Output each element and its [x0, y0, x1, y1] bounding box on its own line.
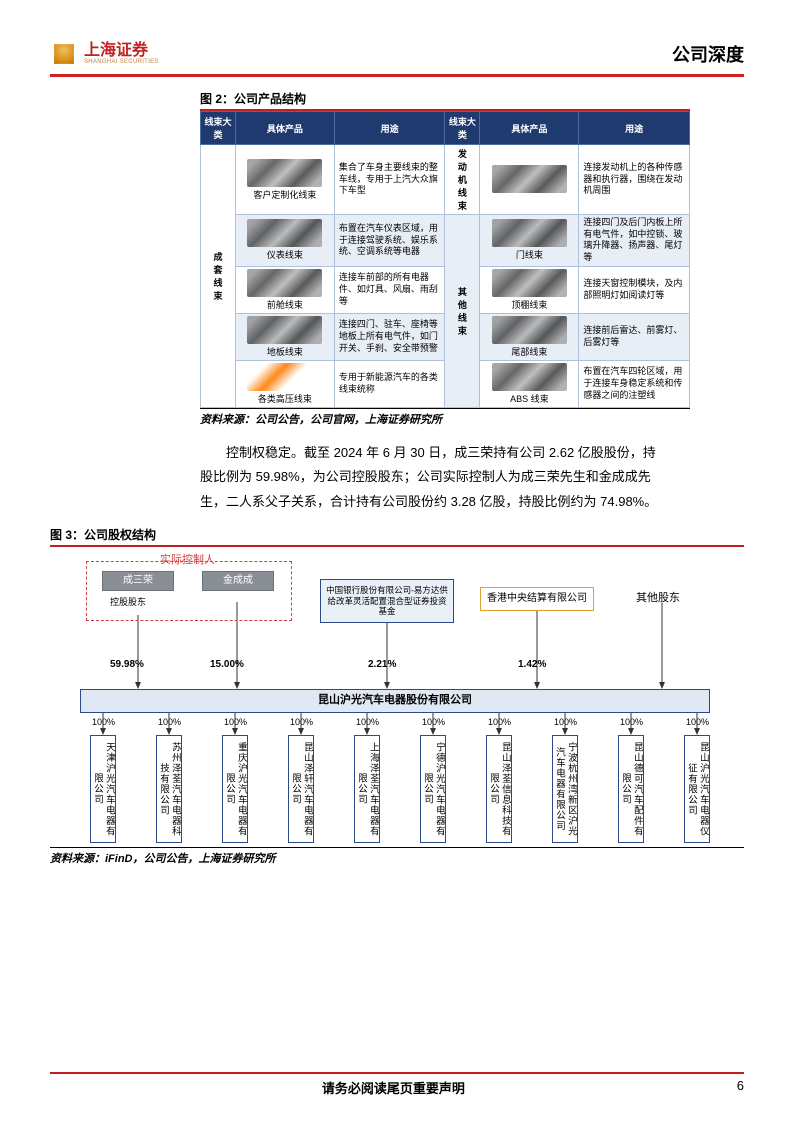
person-1: 成三荣: [102, 571, 174, 591]
subsidiary: 重庆沪光汽车电器有限公司: [222, 735, 248, 843]
product-table: 线束大类 具体产品 用途 线束大类 具体产品 用途 成套线束客户定制化线束集合了…: [200, 111, 690, 408]
shareholder-hk: 香港中央结算有限公司: [480, 587, 594, 611]
org-chart: 实际控制人 成三荣 控股股东 金成成 中国银行股份有限公司-易方达供给改革灵活配…: [50, 547, 744, 847]
cat-left: 成套线束: [201, 145, 236, 408]
pct-3: 1.42%: [518, 659, 546, 670]
page-footer: 请务必阅读尾页重要声明 6: [50, 1072, 744, 1097]
pct-1: 15.00%: [210, 659, 244, 670]
subsidiary: 宁德沪光汽车电器有限公司: [420, 735, 446, 843]
person-2: 金成成: [202, 571, 274, 591]
subsidiary: 昆山泽荃信息科技有限公司: [486, 735, 512, 843]
body-paragraph: 控制权稳定。截至 2024 年 6 月 30 日，成三荣持有公司 2.62 亿股…: [200, 441, 664, 515]
table-header-row: 线束大类 具体产品 用途 线束大类 具体产品 用途: [201, 112, 690, 145]
logo: 上海证券 SHANGHAI SECURITIES: [50, 40, 159, 68]
logo-icon: [44, 34, 84, 74]
logo-cn: 上海证券: [84, 43, 159, 59]
figure-3-title: 图 3：公司股权结构: [50, 523, 744, 547]
sub-pct: 100%: [620, 717, 643, 727]
logo-en: SHANGHAI SECURITIES: [84, 59, 159, 65]
sub-pct: 100%: [290, 717, 313, 727]
pct-0: 59.98%: [110, 659, 144, 670]
subsidiary: 昆山沪光汽车电器仪征有限公司: [684, 735, 710, 843]
sub-pct: 100%: [488, 717, 511, 727]
figure-2-title: 图 2：公司产品结构: [200, 87, 690, 111]
subsidiary: 宁波杭州湾新区沪光汽车电器有限公司: [552, 735, 578, 843]
subsidiary: 上海泽荃汽车电器有限公司: [354, 735, 380, 843]
footer-note: 请务必阅读尾页重要声明: [50, 1078, 737, 1097]
sub-pct: 100%: [686, 717, 709, 727]
controller-label: 实际控制人: [160, 551, 215, 567]
sub-pct: 100%: [356, 717, 379, 727]
subsidiary: 昆山泽轩汽车电器有限公司: [288, 735, 314, 843]
page-title: 公司深度: [672, 41, 744, 67]
sub-pct: 100%: [158, 717, 181, 727]
figure-3-source: 资料来源：iFinD，公司公告，上海证券研究所: [50, 847, 744, 866]
subsidiary: 天津沪光汽车电器有限公司: [90, 735, 116, 843]
sub-pct: 100%: [422, 717, 445, 727]
figure-3: 图 3：公司股权结构 实际控制人 成三荣 控股股东 金成成 中国银行股份有限公司…: [50, 523, 744, 866]
page-header: 上海证券 SHANGHAI SECURITIES 公司深度: [50, 40, 744, 77]
subsidiary: 昆山德可汽车配件有限公司: [618, 735, 644, 843]
shareholder-fund: 中国银行股份有限公司-易方达供给改革灵活配置混合型证券投资基金: [320, 579, 454, 623]
figure-2: 图 2：公司产品结构 线束大类 具体产品 用途 线束大类 具体产品 用途 成套线…: [200, 87, 690, 427]
figure-2-source: 资料来源：公司公告，公司官网，上海证券研究所: [200, 408, 690, 427]
sub-pct: 100%: [554, 717, 577, 727]
main-company: 昆山沪光汽车电器股份有限公司: [80, 689, 710, 713]
controller-group: [86, 561, 292, 621]
sub-pct: 100%: [92, 717, 115, 727]
person-1-sub: 控股股东: [110, 595, 146, 608]
other-shareholders: 其他股东: [636, 589, 680, 605]
pct-2: 2.21%: [368, 659, 396, 670]
subsidiary: 苏州泽荃汽车电器科技有限公司: [156, 735, 182, 843]
sub-pct: 100%: [224, 717, 247, 727]
page-number: 6: [737, 1078, 744, 1097]
